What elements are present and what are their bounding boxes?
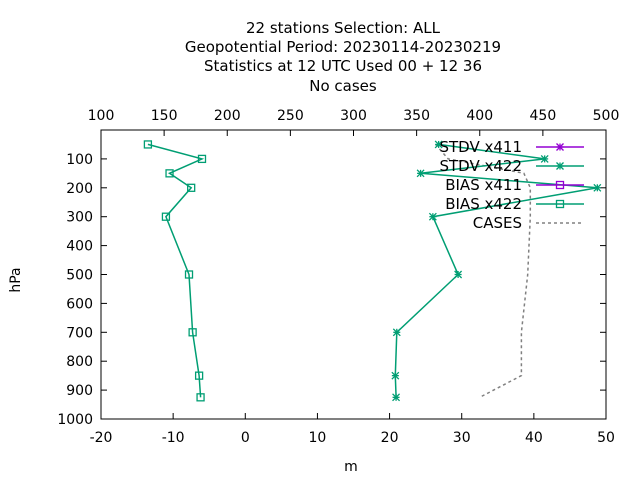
square-marker bbox=[194, 371, 204, 380]
square-marker bbox=[188, 328, 197, 337]
star-stroke bbox=[540, 154, 549, 163]
y-tick-label: 200 bbox=[66, 181, 93, 197]
plot-frame bbox=[100, 129, 607, 420]
star-stroke bbox=[391, 371, 400, 380]
square-marker bbox=[165, 169, 174, 178]
series-layer bbox=[143, 140, 602, 402]
x2-tick-label: 200 bbox=[214, 108, 241, 124]
star-marker bbox=[428, 212, 437, 221]
legend-label: BIAS x411 bbox=[445, 176, 522, 194]
star-marker bbox=[540, 154, 549, 163]
legend-item: BIAS x422 bbox=[445, 195, 584, 213]
y-tick-label: 500 bbox=[66, 268, 93, 284]
y-tick-label: 800 bbox=[66, 354, 93, 370]
square-marker bbox=[187, 183, 196, 192]
legend-label: CASES bbox=[473, 214, 522, 232]
x2-tick-label: 350 bbox=[403, 108, 430, 124]
star-marker bbox=[392, 393, 401, 402]
y-tick-label: 1000 bbox=[57, 412, 93, 428]
legend-item: STDV x422 bbox=[439, 157, 584, 175]
legend-item: STDV x411 bbox=[439, 138, 584, 156]
y-tick-label: 700 bbox=[66, 325, 93, 341]
series-line bbox=[435, 143, 532, 398]
legend-label: STDV x411 bbox=[439, 138, 522, 156]
series-line bbox=[147, 143, 205, 398]
star-marker bbox=[556, 162, 564, 170]
x2-tick-label: 300 bbox=[340, 108, 367, 124]
x-tick-label: 50 bbox=[597, 430, 615, 446]
star-marker bbox=[416, 169, 425, 178]
square-marker bbox=[197, 154, 207, 164]
star-marker bbox=[392, 328, 401, 337]
legend-item: CASES bbox=[473, 214, 584, 232]
legend-label: STDV x422 bbox=[439, 157, 522, 175]
y-tick-label: 900 bbox=[66, 383, 93, 399]
star-stroke bbox=[454, 270, 463, 279]
series-stdv-x422 bbox=[391, 140, 602, 402]
square-marker bbox=[143, 140, 153, 149]
star-stroke bbox=[428, 212, 437, 221]
star-marker bbox=[556, 143, 564, 151]
star-stroke bbox=[556, 143, 564, 151]
chart-title: 22 stations Selection: ALL Geopotential … bbox=[185, 19, 501, 95]
title-line-3: Statistics at 12 UTC Used 00 + 12 36 bbox=[204, 57, 482, 75]
series-cases bbox=[435, 143, 532, 398]
star-stroke bbox=[392, 393, 401, 402]
star-marker bbox=[391, 371, 400, 380]
square-marker bbox=[555, 180, 565, 190]
x2-tick-label: 250 bbox=[277, 108, 304, 124]
title-line-2: Geopotential Period: 20230114-20230219 bbox=[185, 38, 501, 56]
star-stroke bbox=[392, 328, 401, 337]
star-stroke bbox=[416, 169, 425, 178]
star-marker bbox=[454, 270, 463, 279]
y-tick-label: 600 bbox=[66, 296, 93, 312]
x-tick-label: 30 bbox=[453, 430, 471, 446]
title-line-4: No cases bbox=[309, 77, 377, 95]
x-tick-label: -20 bbox=[90, 430, 113, 446]
axis-ticks: -20 -10 0 10 20 30 40 50 100 150 200 250 300 350 400 45… bbox=[57, 108, 619, 446]
title-line-1: 22 stations Selection: ALL bbox=[246, 19, 441, 37]
square-marker bbox=[555, 199, 565, 209]
star-stroke bbox=[556, 162, 564, 170]
y-axis-label: hPa bbox=[8, 267, 24, 292]
square-marker bbox=[184, 270, 194, 279]
x2-tick-label: 150 bbox=[151, 108, 178, 124]
x-tick-label: 0 bbox=[241, 430, 250, 446]
square-marker bbox=[161, 212, 171, 221]
x2-tick-label: 450 bbox=[530, 108, 557, 124]
legend-item: BIAS x411 bbox=[445, 176, 584, 194]
star-marker bbox=[434, 140, 443, 149]
y-tick-label: 100 bbox=[66, 152, 93, 168]
series-bias-x422 bbox=[143, 140, 207, 402]
star-stroke bbox=[434, 140, 443, 149]
x-tick-label: 20 bbox=[381, 430, 399, 446]
x-axis-label: m bbox=[344, 459, 358, 475]
x-tick-label: 40 bbox=[525, 430, 543, 446]
star-stroke bbox=[593, 183, 602, 192]
star-marker bbox=[593, 183, 602, 192]
legend-label: BIAS x422 bbox=[445, 195, 522, 213]
x2-tick-label: 500 bbox=[593, 108, 620, 124]
y-tick-label: 400 bbox=[66, 239, 93, 255]
x2-tick-label: 100 bbox=[88, 108, 115, 124]
y-tick-label: 300 bbox=[66, 210, 93, 226]
x-tick-label: -10 bbox=[162, 430, 185, 446]
square-marker bbox=[196, 393, 205, 402]
x-tick-label: 10 bbox=[309, 430, 327, 446]
x2-tick-label: 400 bbox=[466, 108, 493, 124]
